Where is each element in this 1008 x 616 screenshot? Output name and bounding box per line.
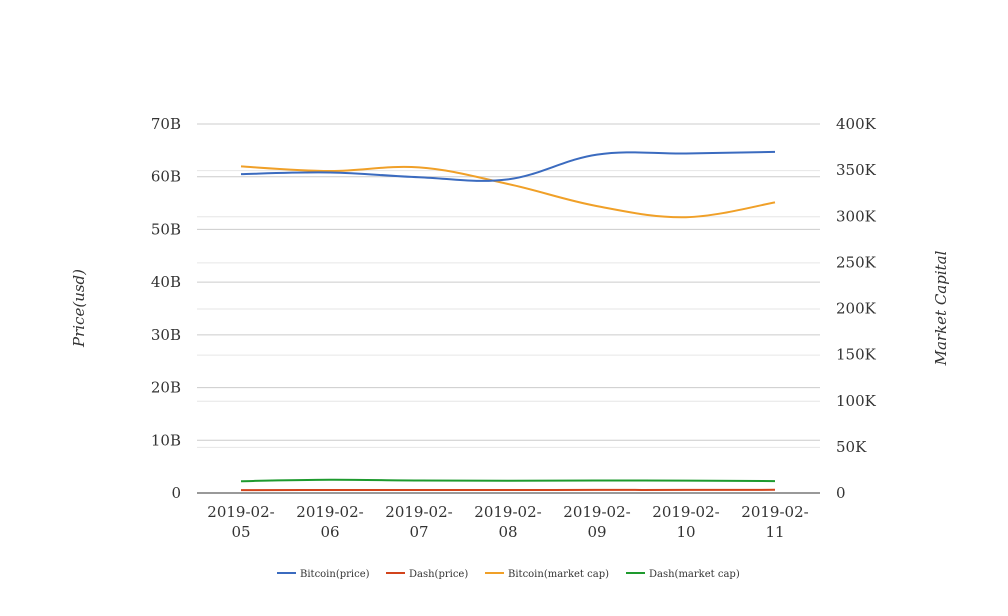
right-tick-label: 50K [836,438,867,456]
right-tick-label: 200K [836,300,877,318]
left-tick-label: 0 [171,484,181,502]
right-tick-label: 350K [836,161,877,179]
x-axis-ticks: 2019-02-05 2019-02-06 2019-02-07 2019-02-08… [207,503,808,541]
legend-label: Bitcoin(market cap) [508,569,609,580]
x-tick-label: 2019-02-11 [741,503,808,541]
series-line-bitcoin-price [240,150,776,182]
x-tick-label: 2019-02-08 [474,503,541,541]
left-tick-label: 70B [151,115,181,133]
series-line-bitcoin-market-cap [240,165,776,219]
left-axis-ticks: 0 10B 20B 30B 40B 50B 60B 70B [151,115,181,502]
legend-label: Dash(market cap) [649,569,740,580]
right-tick-label: 100K [836,392,877,410]
right-tick-label: 150K [836,346,877,364]
x-tick-label: 2019-02-09 [563,503,630,541]
left-tick-label: 60B [151,168,181,186]
x-tick-label: 2019-02-06 [296,503,363,541]
series-line-dash-market-cap [240,478,776,483]
right-tick-label: 400K [836,115,877,133]
right-axis-ticks: 0 50K 100K 150K 200K 250K 300K 350K 400K [836,115,877,502]
gridlines-left [197,123,820,441]
right-tick-label: 0 [836,484,846,502]
legend-label: Bitcoin(price) [300,569,370,580]
left-tick-label: 10B [151,431,181,449]
left-tick-label: 30B [151,326,181,344]
x-tick-label: 2019-02-07 [385,503,452,541]
x-tick-label: 2019-02-05 [207,503,274,541]
x-tick-label: 2019-02-10 [652,503,719,541]
left-tick-label: 50B [151,220,181,238]
series-layer [240,150,776,492]
right-tick-label: 250K [836,253,877,271]
legend-label: Dash(price) [409,569,468,580]
right-axis-title: Market Capital [932,250,950,366]
left-axis-title: Price(usd) [70,269,88,348]
right-tick-label: 300K [836,207,877,225]
left-tick-label: 20B [151,379,181,397]
left-tick-label: 40B [151,273,181,291]
legend: Bitcoin(price) Dash(price) Bitcoin(market … [277,569,740,580]
